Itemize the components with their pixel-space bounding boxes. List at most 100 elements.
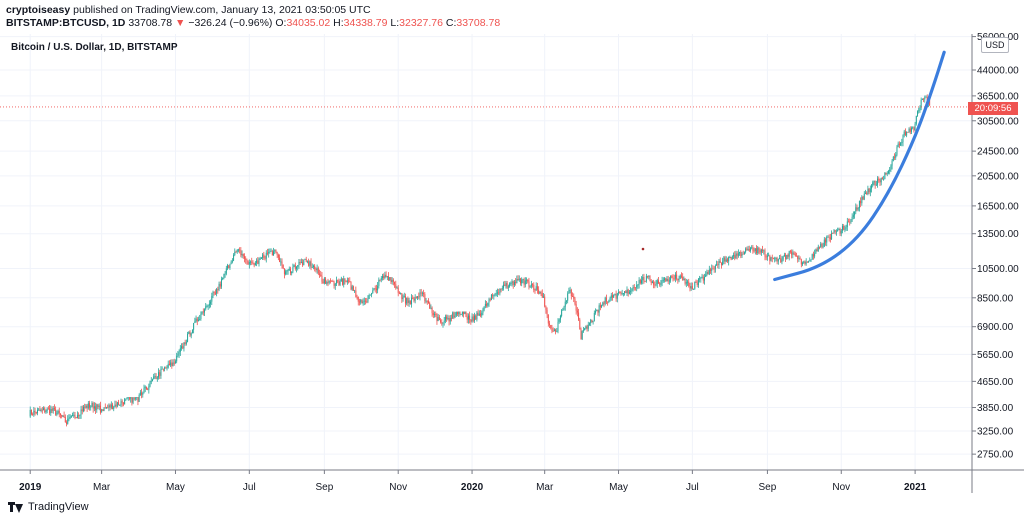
candle-body	[268, 252, 270, 254]
candle-body	[657, 280, 659, 284]
candle-body	[526, 279, 528, 281]
candle-body	[889, 169, 891, 172]
candle-body	[230, 261, 232, 264]
candle-body	[885, 172, 887, 174]
footer-brand[interactable]: TradingView	[8, 501, 89, 513]
candle-body	[204, 309, 206, 313]
candle-body	[641, 280, 643, 284]
candle-body	[535, 286, 537, 291]
candle-body	[489, 299, 491, 301]
candle-body	[457, 312, 459, 315]
candle-body	[305, 258, 307, 262]
candle-body	[149, 381, 151, 387]
x-tick-label: Nov	[832, 482, 850, 493]
candle-body	[515, 281, 517, 283]
candle-body	[703, 276, 705, 281]
candle-body	[747, 248, 749, 250]
y-tick-label: 4650.00	[977, 377, 1014, 388]
candle-body	[257, 260, 259, 264]
candle-body	[242, 253, 244, 257]
candle-body	[683, 278, 685, 281]
candle-body	[693, 288, 695, 290]
candle-body	[145, 386, 147, 390]
x-tick-label: May	[166, 482, 185, 493]
candle-body	[126, 397, 128, 399]
open-label: O:	[275, 17, 287, 29]
candle-body	[166, 367, 168, 369]
candle-body	[878, 178, 880, 181]
currency-button[interactable]: USD	[981, 37, 1009, 53]
annotation-curve	[773, 50, 946, 282]
candle-body	[206, 306, 208, 308]
candle-body	[294, 265, 296, 269]
candle-body	[89, 403, 91, 408]
author-name[interactable]: cryptoiseasy	[6, 4, 71, 16]
candle-body	[395, 284, 397, 288]
candle-body	[124, 399, 126, 405]
candle-body	[739, 251, 741, 254]
high-value: 34338.79	[343, 17, 388, 29]
candle-body	[914, 123, 916, 131]
candle-body	[705, 274, 707, 277]
candle-body	[901, 142, 903, 144]
candle-body	[368, 295, 370, 299]
candle-body	[677, 278, 679, 281]
candle-body	[615, 294, 617, 299]
y-tick-label: 20500.00	[977, 171, 1019, 182]
candle-body	[337, 280, 339, 282]
candle-body	[547, 314, 549, 324]
candle-body	[886, 173, 888, 175]
candle-body	[375, 288, 377, 291]
x-tick-label: May	[609, 482, 628, 493]
candle-body	[532, 284, 534, 286]
candle-body	[391, 279, 393, 283]
candle-body	[661, 280, 663, 284]
y-tick-label: 3850.00	[977, 403, 1014, 414]
candle-body	[511, 281, 513, 284]
candle-body	[381, 276, 383, 279]
candle-body	[120, 401, 122, 405]
candle-body	[237, 249, 239, 251]
candle-body	[81, 409, 83, 412]
candle-body	[631, 289, 633, 291]
candle-body	[866, 192, 868, 195]
candle-body	[771, 257, 773, 259]
candle-body	[797, 255, 799, 259]
x-tick-label: 2019	[19, 482, 42, 493]
candle-body	[802, 262, 804, 265]
candle-body	[754, 248, 756, 251]
x-tick-label: Nov	[389, 482, 407, 493]
candle-body	[608, 300, 610, 303]
candle-body	[66, 422, 68, 424]
candle-body	[224, 273, 226, 275]
candle-body	[613, 294, 615, 298]
candle-body	[814, 253, 816, 257]
candle-body	[371, 292, 373, 295]
candle-body	[188, 331, 190, 334]
candle-body	[167, 363, 169, 368]
candle-body	[46, 408, 48, 412]
candle-body	[499, 289, 501, 294]
candle-body	[871, 185, 873, 189]
candle-body	[159, 372, 161, 376]
candle-body	[730, 256, 732, 260]
candle-body	[256, 260, 258, 263]
candle-body	[895, 154, 897, 158]
candle-body	[672, 277, 674, 279]
candle-body	[420, 292, 422, 294]
candle-body	[533, 284, 535, 290]
candle-body	[366, 301, 368, 303]
candle-body	[887, 171, 889, 174]
candle-body	[645, 275, 647, 282]
candle-body	[849, 221, 851, 223]
candle-body	[775, 257, 777, 259]
candle-body	[53, 408, 55, 410]
candle-body	[569, 289, 571, 291]
candle-body	[345, 280, 347, 282]
candle-body	[125, 398, 127, 400]
candle-body	[671, 276, 673, 278]
candle-body	[302, 261, 304, 265]
candle-body	[141, 392, 143, 395]
candle-body	[873, 180, 875, 183]
